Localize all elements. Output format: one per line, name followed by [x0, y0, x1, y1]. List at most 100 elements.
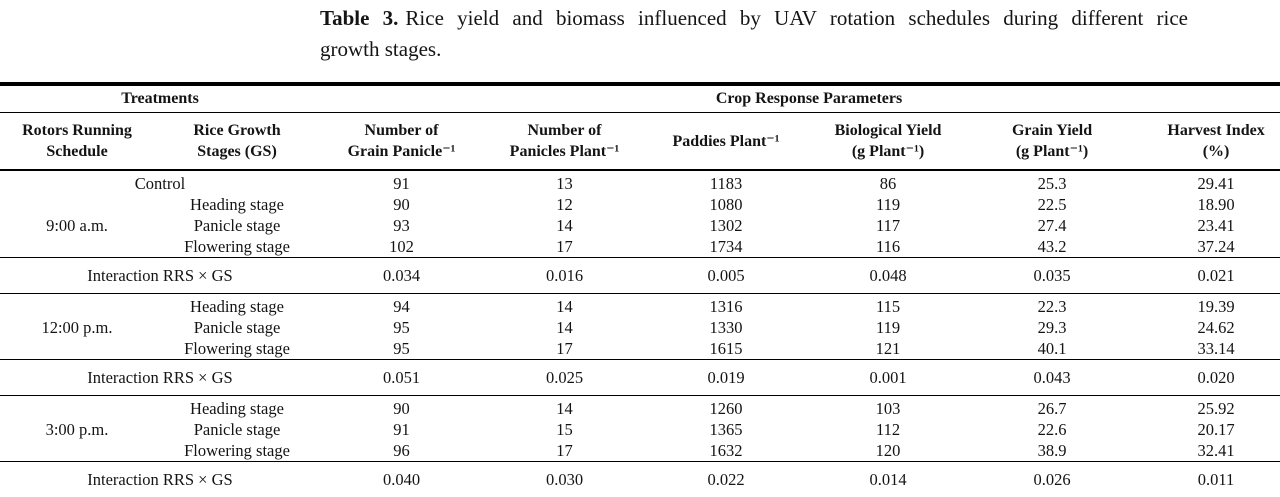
interaction-value-cell: 0.026	[970, 461, 1135, 497]
header-line: Number of	[364, 122, 439, 139]
header-line: Panicles Plant⁻¹	[509, 143, 620, 160]
value-cell: 120	[875, 441, 901, 460]
interaction-row: Interaction RRS × GS 0.051 0.025 0.019 0…	[0, 359, 1280, 396]
interaction-value-cell: 0.005	[646, 257, 807, 294]
value-cell: 43.2	[1037, 237, 1067, 256]
value-cell: 20.17	[1197, 420, 1235, 439]
value-cell: 17	[556, 441, 573, 460]
interaction-value-cell: 0.014	[806, 461, 971, 497]
value-cell: 1080	[709, 195, 743, 214]
stage-cell: Flowering stage	[184, 441, 290, 460]
stage-cell: Heading stage	[190, 297, 284, 316]
value-cell: 27.4	[1037, 216, 1067, 235]
value-cell: 17	[556, 237, 573, 256]
value-cell: 1615	[709, 339, 743, 358]
value-cell: 119	[875, 318, 901, 337]
column-header-row: Rotors Running Schedule Rice Growth Stag…	[0, 112, 1280, 171]
value-cell: 103	[875, 399, 901, 418]
value-cell: 29.41	[1197, 174, 1235, 193]
value-cell: 1632	[709, 441, 743, 460]
value-cell: 1365	[709, 420, 743, 439]
header-line: Rice Growth	[193, 122, 281, 139]
interaction-value-cell: 0.020	[1134, 359, 1280, 396]
table-row-control: Control 91 13 1183 86 25.3 29.41	[0, 170, 1280, 194]
value-cell: 37.24	[1197, 237, 1235, 256]
header-line: Grain Yield	[1011, 122, 1093, 139]
value-cell: 13	[556, 174, 573, 193]
value-cell: 15	[556, 420, 573, 439]
value-cell: 91	[393, 420, 410, 439]
value-cell: 14	[556, 216, 573, 235]
table-caption: Table 3. Rice yield and biomass influence…	[320, 4, 1280, 63]
stage-cell: Panicle stage	[193, 216, 281, 235]
value-cell: 90	[393, 399, 410, 418]
value-cell: 17	[556, 339, 573, 358]
header-line: Biological Yield	[834, 122, 942, 139]
value-cell: 1316	[709, 297, 743, 316]
header-line: (g Plant⁻¹)	[1015, 143, 1089, 160]
col-header-grain-per-panicle: Number of Grain Panicle⁻¹	[320, 112, 484, 171]
interaction-label-cell: Interaction RRS × GS	[0, 257, 321, 294]
value-cell: 22.6	[1037, 420, 1067, 439]
value-cell: 14	[556, 318, 573, 337]
group-header-crop-response: Crop Response Parameters	[320, 84, 1280, 113]
caption-line-2: growth stages.	[320, 37, 442, 61]
header-line: Schedule	[46, 143, 108, 160]
col-header-biological-yield: Biological Yield (g Plant⁻¹)	[806, 112, 971, 171]
header-line: Rotors Running	[22, 122, 132, 139]
stage-cell: Flowering stage	[184, 339, 290, 358]
caption-label: Table 3.	[320, 6, 399, 30]
value-cell: 116	[875, 237, 901, 256]
group-header-row: Treatments Crop Response Parameters	[0, 84, 1280, 113]
value-cell: 1330	[709, 318, 743, 337]
schedule-cell: 3:00 p.m.	[45, 420, 109, 439]
value-cell: 90	[393, 195, 410, 214]
interaction-value-cell: 0.035	[970, 257, 1135, 294]
value-cell: 1734	[709, 237, 743, 256]
interaction-value-cell: 0.043	[970, 359, 1135, 396]
interaction-value-cell: 0.034	[320, 257, 484, 294]
results-table: Treatments Crop Response Parameters Roto…	[0, 82, 1280, 497]
value-cell: 29.3	[1037, 318, 1067, 337]
value-cell: 119	[875, 195, 901, 214]
value-cell: 1183	[709, 174, 743, 193]
value-cell: 93	[393, 216, 410, 235]
stage-cell: Heading stage	[190, 195, 284, 214]
interaction-value-cell: 0.016	[483, 257, 647, 294]
stage-cell: Heading stage	[190, 399, 284, 418]
interaction-value-cell: 0.022	[646, 461, 807, 497]
value-cell: 25.92	[1197, 399, 1235, 418]
interaction-label-cell: Interaction RRS × GS	[0, 359, 321, 396]
interaction-value-cell: 0.019	[646, 359, 807, 396]
value-cell: 14	[556, 297, 573, 316]
value-cell: 94	[393, 297, 410, 316]
interaction-row: Interaction RRS × GS 0.040 0.030 0.022 0…	[0, 461, 1280, 497]
value-cell: 22.3	[1037, 297, 1067, 316]
caption-text: Rice yield and biomass influenced by UAV…	[405, 6, 1189, 30]
value-cell: 25.3	[1037, 174, 1067, 193]
interaction-value-cell: 0.048	[806, 257, 971, 294]
value-cell: 12	[556, 195, 573, 214]
schedule-cell: 12:00 p.m.	[41, 318, 113, 337]
header-line: Stages (GS)	[197, 143, 277, 160]
value-cell: 102	[389, 237, 414, 256]
interaction-value-cell: 0.001	[806, 359, 971, 396]
value-cell: 117	[875, 216, 901, 235]
value-cell: 23.41	[1197, 216, 1235, 235]
table-row: 9:00 a.m. Heading stage 90 12 1080 119 2…	[0, 194, 1280, 235]
value-cell: 96	[393, 441, 410, 460]
col-header-harvest-index: Harvest Index (%)	[1134, 112, 1280, 171]
col-header-rice-growth-stages: Rice Growth Stages (GS)	[154, 112, 321, 171]
interaction-value-cell: 0.040	[320, 461, 484, 497]
header-line: Paddies Plant⁻¹	[672, 132, 780, 150]
interaction-label-cell: Interaction RRS × GS	[0, 461, 321, 497]
value-cell: 91	[393, 174, 410, 193]
stage-cell: Flowering stage	[184, 237, 290, 256]
header-line: (%)	[1202, 143, 1230, 160]
interaction-value-cell: 0.021	[1134, 257, 1280, 294]
value-cell: 40.1	[1037, 339, 1067, 358]
col-header-rotors-running-schedule: Rotors Running Schedule	[0, 112, 154, 171]
value-cell: 19.39	[1197, 297, 1235, 316]
table-row: Panicle stage 93 14 1302 117 27.4 23.41	[0, 215, 1280, 236]
